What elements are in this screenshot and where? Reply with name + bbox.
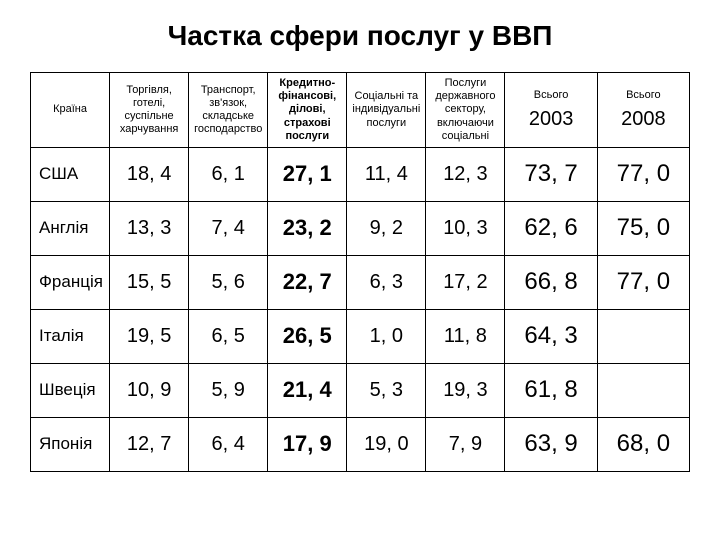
cell-total: 62, 6: [505, 201, 597, 255]
cell-value: 17, 2: [426, 255, 505, 309]
col-header-country: Країна: [31, 73, 110, 148]
cell-value: 19, 5: [110, 309, 189, 363]
table-row: Японія 12, 7 6, 4 17, 9 19, 0 7, 9 63, 9…: [31, 417, 690, 471]
table-row: Швеція 10, 9 5, 9 21, 4 5, 3 19, 3 61, 8: [31, 363, 690, 417]
col-header-trade: Торгівля, готелі, суспільне харчування: [110, 73, 189, 148]
cell-value: 7, 9: [426, 417, 505, 471]
cell-value: 5, 3: [347, 363, 426, 417]
cell-value-bold: 23, 2: [268, 201, 347, 255]
page-title: Частка сфери послуг у ВВП: [30, 20, 690, 52]
cell-country: США: [31, 147, 110, 201]
cell-total: 77, 0: [597, 255, 689, 309]
cell-country: Японія: [31, 417, 110, 471]
cell-value: 6, 3: [347, 255, 426, 309]
cell-value: 12, 7: [110, 417, 189, 471]
cell-country: Швеція: [31, 363, 110, 417]
cell-total: [597, 309, 689, 363]
cell-value-bold: 27, 1: [268, 147, 347, 201]
col-header-total-2003: Всього 2003: [505, 73, 597, 148]
cell-value: 10, 9: [110, 363, 189, 417]
col-header-total-2008: Всього 2008: [597, 73, 689, 148]
table-row: Італія 19, 5 6, 5 26, 5 1, 0 11, 8 64, 3: [31, 309, 690, 363]
cell-total: 63, 9: [505, 417, 597, 471]
cell-value: 9, 2: [347, 201, 426, 255]
cell-country: Англія: [31, 201, 110, 255]
cell-total: 75, 0: [597, 201, 689, 255]
cell-value: 1, 0: [347, 309, 426, 363]
cell-total: 64, 3: [505, 309, 597, 363]
cell-total: 68, 0: [597, 417, 689, 471]
cell-total: 77, 0: [597, 147, 689, 201]
col-header-finance: Кредитно-фінансові, ділові, страхові пос…: [268, 73, 347, 148]
cell-value: 10, 3: [426, 201, 505, 255]
cell-value: 6, 4: [189, 417, 268, 471]
col-header-social: Соціальні та індивідуальні послуги: [347, 73, 426, 148]
table-row: Франція 15, 5 5, 6 22, 7 6, 3 17, 2 66, …: [31, 255, 690, 309]
cell-value: 18, 4: [110, 147, 189, 201]
gdp-table: Країна Торгівля, готелі, суспільне харчу…: [30, 72, 690, 472]
cell-total: [597, 363, 689, 417]
cell-value-bold: 26, 5: [268, 309, 347, 363]
col-header-gov: Послуги державного сектору, включаючи со…: [426, 73, 505, 148]
cell-value-bold: 21, 4: [268, 363, 347, 417]
cell-value: 6, 5: [189, 309, 268, 363]
table-row: США 18, 4 6, 1 27, 1 11, 4 12, 3 73, 7 7…: [31, 147, 690, 201]
cell-value: 15, 5: [110, 255, 189, 309]
table-row: Англія 13, 3 7, 4 23, 2 9, 2 10, 3 62, 6…: [31, 201, 690, 255]
cell-total: 73, 7: [505, 147, 597, 201]
cell-value: 11, 4: [347, 147, 426, 201]
cell-value: 19, 0: [347, 417, 426, 471]
cell-value: 6, 1: [189, 147, 268, 201]
cell-total: 66, 8: [505, 255, 597, 309]
cell-value-bold: 22, 7: [268, 255, 347, 309]
col-header-transport: Транспорт, зв'язок, складське господарст…: [189, 73, 268, 148]
cell-value: 12, 3: [426, 147, 505, 201]
cell-country: Італія: [31, 309, 110, 363]
cell-total: 61, 8: [505, 363, 597, 417]
cell-value: 19, 3: [426, 363, 505, 417]
cell-value: 13, 3: [110, 201, 189, 255]
cell-country: Франція: [31, 255, 110, 309]
cell-value: 7, 4: [189, 201, 268, 255]
cell-value-bold: 17, 9: [268, 417, 347, 471]
cell-value: 11, 8: [426, 309, 505, 363]
cell-value: 5, 9: [189, 363, 268, 417]
cell-value: 5, 6: [189, 255, 268, 309]
